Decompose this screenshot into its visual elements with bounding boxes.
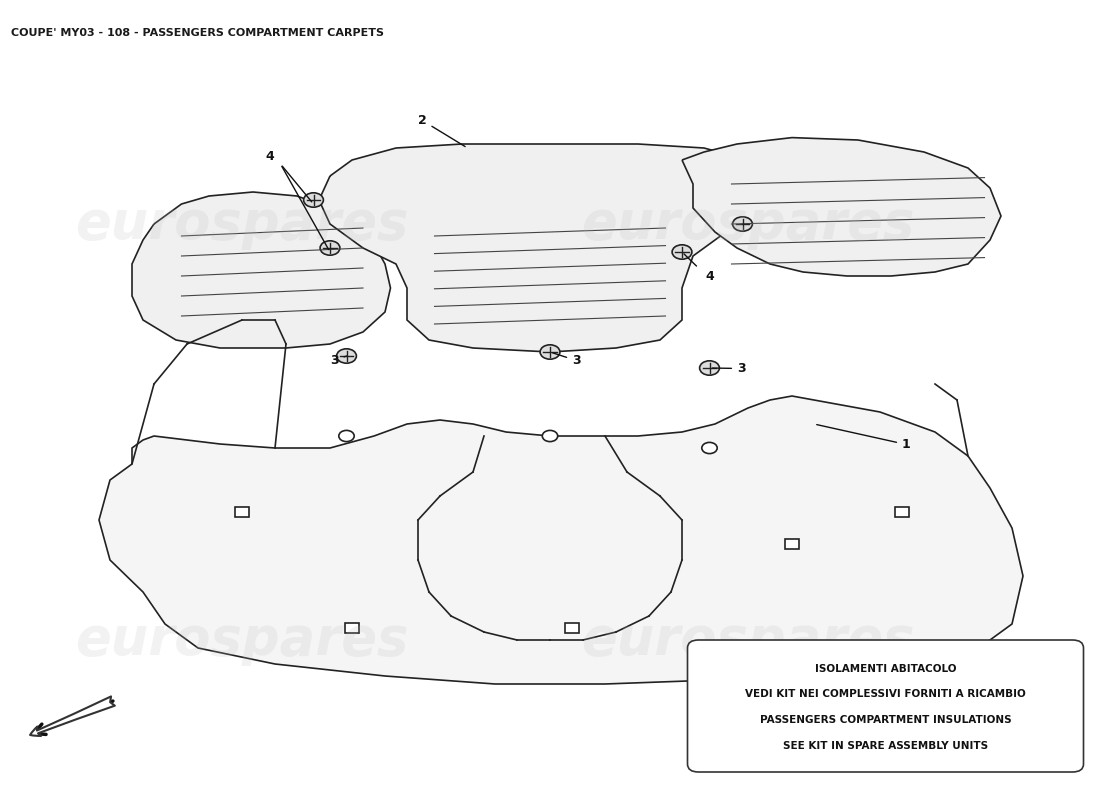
Circle shape [733,217,752,231]
Circle shape [320,241,340,255]
Text: PASSENGERS COMPARTMENT INSULATIONS: PASSENGERS COMPARTMENT INSULATIONS [760,715,1011,725]
PathPatch shape [682,138,1001,276]
Text: ISOLAMENTI ABITACOLO: ISOLAMENTI ABITACOLO [815,664,956,674]
Text: eurospares: eurospares [75,198,409,250]
Text: VEDI KIT NEI COMPLESSIVI FORNITI A RICAMBIO: VEDI KIT NEI COMPLESSIVI FORNITI A RICAM… [745,690,1026,699]
PathPatch shape [99,396,1023,684]
Circle shape [700,361,719,375]
Text: COUPE' MY03 - 108 - PASSENGERS COMPARTMENT CARPETS: COUPE' MY03 - 108 - PASSENGERS COMPARTME… [11,28,384,38]
Bar [895,507,910,517]
Circle shape [304,193,323,207]
Bar [235,507,249,517]
PathPatch shape [319,144,770,352]
Text: 2: 2 [418,114,465,146]
Text: 3: 3 [713,362,746,375]
Circle shape [672,245,692,259]
Text: eurospares: eurospares [581,198,915,250]
Circle shape [542,430,558,442]
Circle shape [702,442,717,454]
Text: eurospares: eurospares [581,614,915,666]
Text: 3: 3 [330,354,346,367]
Text: SEE KIT IN SPARE ASSEMBLY UNITS: SEE KIT IN SPARE ASSEMBLY UNITS [783,741,988,751]
Text: 3: 3 [552,353,581,367]
Bar [345,622,359,634]
Circle shape [540,345,560,359]
Text: 1: 1 [816,425,911,451]
Text: eurospares: eurospares [75,614,409,666]
Text: 4: 4 [705,270,714,282]
Bar [565,622,580,634]
Bar [785,539,799,549]
PathPatch shape [132,192,390,348]
Text: 4: 4 [265,150,274,162]
FancyBboxPatch shape [688,640,1084,772]
Circle shape [337,349,356,363]
Circle shape [339,430,354,442]
